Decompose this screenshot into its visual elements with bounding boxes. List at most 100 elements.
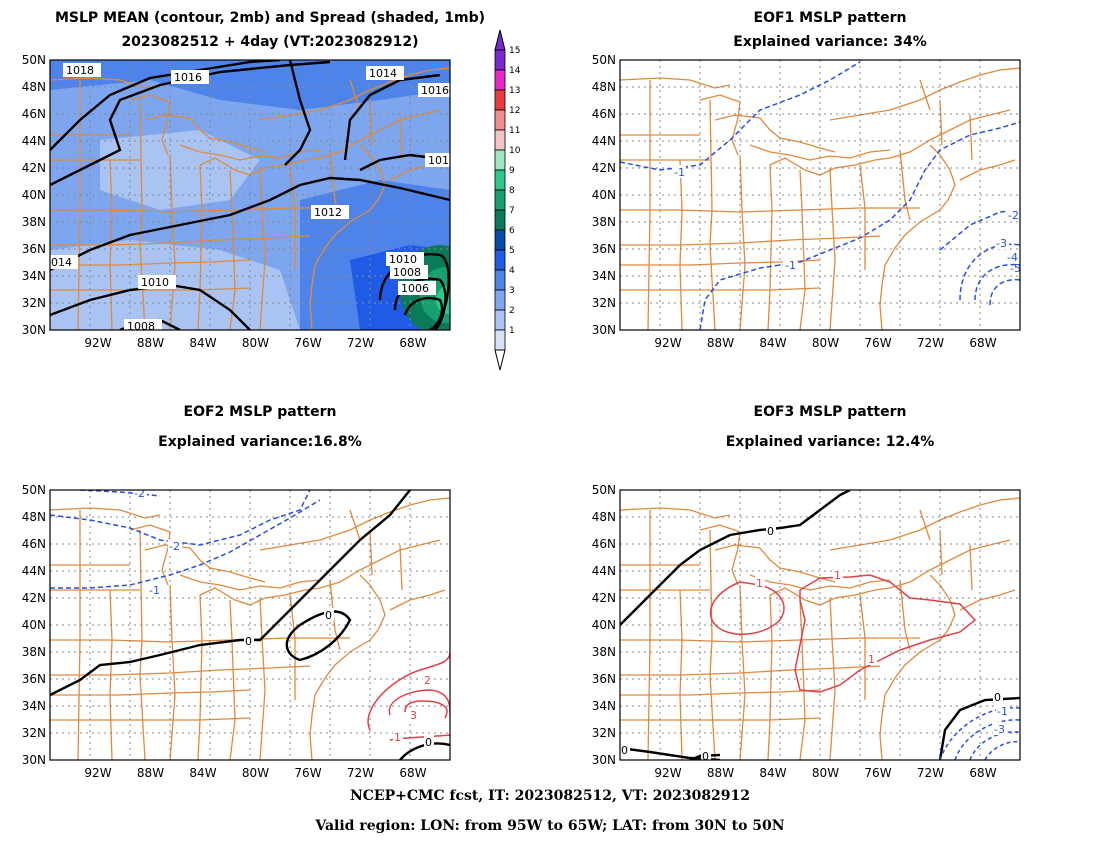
lat-tick-label: 48N [22,80,46,94]
lat-tick-label: 46N [22,107,46,121]
eof1-contour-label: -3 [996,237,1007,250]
footer-line1: NCEP+CMC fcst, IT: 2023082512, VT: 20230… [349,788,751,804]
mean-contour-label: 1016 [421,84,449,97]
eof2-contour-label: 0 [425,736,432,749]
colorbar-label: 2 [509,306,515,316]
lon-tick-label: 72W [347,766,374,780]
colorbar-label: 6 [509,226,515,236]
eof3-panel: 0 1 1 1 0 0 0 -1 -3 [619,489,1021,761]
lat-tick-label: 40N [592,618,616,632]
eof2-contour-label: 2 [424,674,431,687]
colorbar-label: 9 [509,166,515,176]
lat-tick-label: 34N [592,269,616,283]
lat-tick-label: 30N [22,753,46,767]
lat-tick-label: 34N [22,699,46,713]
lat-tick-label: 32N [592,726,616,740]
colorbar-label: 4 [509,266,515,276]
colorbar-swatch [494,189,506,211]
colorbar-label: 11 [509,126,520,136]
lat-tick-label: 46N [22,537,46,551]
lat-tick-label: 46N [592,107,616,121]
lat-tick-label: 44N [592,134,616,148]
lat-tick-label: 42N [22,161,46,175]
eof2-contour-label: -2 [134,487,145,500]
colorbar-label: 13 [509,86,520,96]
colorbar-swatch [494,149,506,171]
eof2-contour-label: -1 [149,584,160,597]
lat-tick-label: 50N [22,53,46,67]
eof3-contour-label: 1 [756,577,763,590]
lon-tick-label: 84W [759,766,786,780]
eof3-contour-label: 1 [834,569,841,582]
mean-contour-label: 1008 [127,320,155,333]
footer-line2: Valid region: LON: from 95W to 65W; LAT:… [315,818,785,834]
colorbar-swatch [494,209,506,231]
lon-tick-label: 92W [84,336,111,350]
eof1-contour-label: -1 [674,166,685,179]
lat-tick-label: 32N [592,296,616,310]
lon-tick-label: 80W [812,336,839,350]
spread-colorbar: 15 14 13 12 11 10 9 8 7 6 5 4 3 2 1 [494,29,521,371]
lat-tick-label: 42N [592,161,616,175]
lat-tick-label: 30N [592,753,616,767]
lat-tick-label: 36N [592,242,616,256]
eof3-title-line1: EOF3 MSLP pattern [753,404,907,420]
lat-tick-label: 40N [22,618,46,632]
mean-contour-label: 1014 [369,67,397,80]
lat-tick-label: 44N [22,564,46,578]
lon-tick-label: 72W [347,336,374,350]
eof3-contour-label: -3 [994,723,1005,736]
lon-tick-label: 76W [294,336,321,350]
lat-tick-label: 30N [22,323,46,337]
lon-tick-label: 84W [189,766,216,780]
mean-contour-label: 1010 [389,253,417,266]
mean-contour-label: 014 [51,256,72,269]
lat-tick-label: 38N [592,215,616,229]
colorbar-swatch [494,169,506,191]
colorbar-swatch [494,229,506,251]
mean-title-line2: 2023082512 + 4day (VT:2023082912) [121,34,419,50]
eof1-title-line2: Explained variance: 34% [733,34,927,50]
lat-tick-label: 36N [22,672,46,686]
lon-tick-label: 76W [864,766,891,780]
lat-tick-label: 34N [22,269,46,283]
eof1-panel: -1 -1 -2 -3 -4 -5 [619,59,1021,331]
colorbar-swatch [494,329,506,351]
lat-tick-label: 50N [592,53,616,67]
colorbar-label: 7 [509,206,515,216]
lat-tick-label: 32N [22,296,46,310]
lon-tick-label: 80W [812,766,839,780]
colorbar-label: 5 [509,246,515,256]
lat-tick-label: 40N [592,188,616,202]
lat-tick-label: 42N [592,591,616,605]
eof1-contour-label: -1 [785,259,796,272]
eof3-contour-label: 0 [994,691,1001,704]
lon-tick-label: 68W [399,766,426,780]
eof3-title-line2: Explained variance: 12.4% [725,434,935,450]
lon-tick-label: 88W [137,336,164,350]
eof1-contour-label: -4 [1007,251,1018,264]
lon-tick-label: 88W [137,766,164,780]
colorbar-swatch [494,109,506,131]
mean-contour-label: 1008 [393,266,421,279]
lat-tick-label: 50N [592,483,616,497]
lat-tick-label: 40N [22,188,46,202]
lat-tick-label: 36N [592,672,616,686]
colorbar-label: 1 [509,326,515,336]
lat-tick-label: 44N [592,564,616,578]
eof3-contour-label: -1 [997,705,1008,718]
lon-tick-label: 88W [707,766,734,780]
lat-tick-label: 50N [22,483,46,497]
mean-contour-label: 1006 [401,282,429,295]
lon-tick-label: 92W [654,336,681,350]
mean-contour-label: 1012 [314,206,342,219]
eof3-contour-label: 1 [868,653,875,666]
lon-tick-label: 84W [759,336,786,350]
eof2-contour-label: 3 [410,709,417,722]
mean-contour-label: 1016 [174,71,202,84]
lat-tick-label: 38N [22,215,46,229]
eof2-panel: -2 -2 -1 0 0 2 3 1 0 [49,487,451,761]
lat-tick-label: 32N [22,726,46,740]
colorbar-top-arrow [494,29,506,51]
